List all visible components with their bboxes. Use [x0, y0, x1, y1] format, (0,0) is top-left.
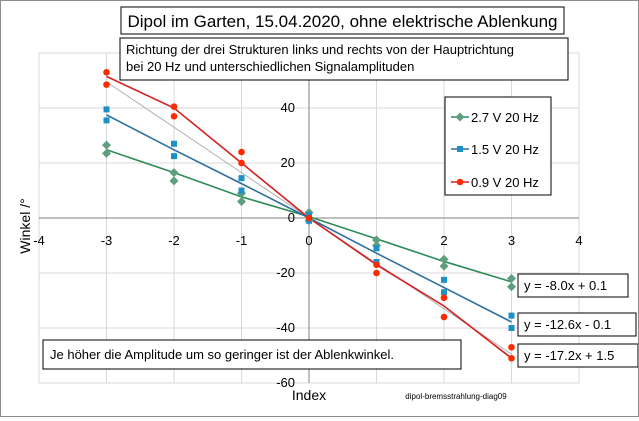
legend-marker-0	[455, 112, 465, 122]
data-point	[372, 235, 381, 245]
data-point	[103, 117, 110, 124]
source-label: dipol-bremsstrahlung-diag09	[405, 392, 507, 401]
equation-1: y = -12.6x - 0.1	[524, 317, 611, 332]
data-point	[440, 294, 448, 302]
data-point	[373, 269, 380, 277]
data-point	[171, 153, 177, 160]
data-point	[103, 68, 110, 76]
y-tick-label: 40	[281, 100, 295, 115]
data-point	[238, 159, 245, 167]
data-point	[237, 197, 246, 206]
x-tick-label: 4	[575, 233, 582, 248]
note-box	[42, 339, 462, 370]
legend-label-1: 1.5 V 20 Hz	[471, 142, 539, 157]
data-point	[169, 168, 179, 178]
x-tick-label: -3	[101, 233, 113, 248]
data-point	[439, 254, 449, 264]
data-point	[170, 112, 178, 120]
data-point	[171, 140, 177, 147]
subtitle-box	[119, 37, 569, 81]
y-tick-label: -40	[276, 320, 295, 335]
data-point	[439, 261, 449, 271]
x-tick-labels: -4-3-2-101234	[33, 233, 582, 248]
data-point	[440, 313, 448, 321]
y-tick-label: 0	[288, 210, 295, 225]
subtitle-line-2: bei 20 Hz und unterschiedlichen Signalam…	[126, 59, 414, 74]
data-point	[441, 276, 447, 283]
data-point	[508, 325, 515, 331]
data-point	[103, 81, 110, 88]
data-point	[373, 261, 380, 269]
y-tick-label: 20	[281, 155, 295, 170]
y-axis-label: Winkel /°	[17, 198, 33, 253]
x-axis-label: Index	[292, 387, 326, 403]
data-point	[508, 312, 515, 319]
regression-equations: y = -8.0x + 0.1 y = -12.6x - 0.1 y = -17.2…	[517, 273, 639, 368]
data-point	[238, 187, 245, 194]
data-point	[508, 343, 515, 351]
data-point	[507, 282, 516, 292]
y-tick-label: -20	[276, 265, 295, 280]
data-point	[238, 175, 245, 182]
data-point	[170, 103, 178, 110]
x-tick-label: -2	[168, 233, 180, 248]
legend-marker-1	[457, 146, 463, 152]
note-text: Je höher die Amplitude um so geringer is…	[50, 347, 394, 362]
data-point	[508, 354, 515, 362]
x-tick-label: 0	[305, 233, 312, 248]
legend: 2.7 V 20 Hz 1.5 V 20 Hz 0.9 V 20 Hz	[444, 96, 552, 196]
data-point	[102, 148, 111, 158]
subtitle-line-1: Richtung der drei Strukturen links und r…	[126, 42, 514, 57]
title-box	[120, 6, 565, 35]
legend-label-2: 0.9 V 20 Hz	[471, 175, 539, 190]
x-tick-label: -1	[236, 233, 248, 248]
legend-marker-2	[456, 178, 464, 186]
y-tick-label: -60	[276, 375, 295, 390]
equation-box-1	[517, 312, 637, 337]
equation-0: y = -8.0x + 0.1	[524, 278, 607, 293]
data-point	[169, 176, 179, 186]
data-point	[103, 106, 110, 113]
data-point	[507, 274, 516, 283]
equation-box-0	[517, 273, 629, 298]
x-tick-label: -4	[33, 233, 45, 248]
data-point	[102, 140, 111, 150]
data-point	[441, 289, 447, 296]
data-point	[373, 245, 380, 252]
x-tick-label: 3	[508, 233, 515, 248]
data-point	[305, 214, 313, 222]
x-tick-label: 2	[440, 233, 447, 248]
legend-label-0: 2.7 V 20 Hz	[471, 110, 539, 125]
data-point	[238, 148, 245, 156]
series-markers	[102, 68, 516, 362]
y-tick-labels: -60 -40 -20 0 20 40	[276, 100, 295, 390]
chart-title: Dipol im Garten, 15.04.2020, ohne elektr…	[128, 12, 558, 31]
equation-2: y = -17.2x + 1.5	[524, 348, 614, 363]
